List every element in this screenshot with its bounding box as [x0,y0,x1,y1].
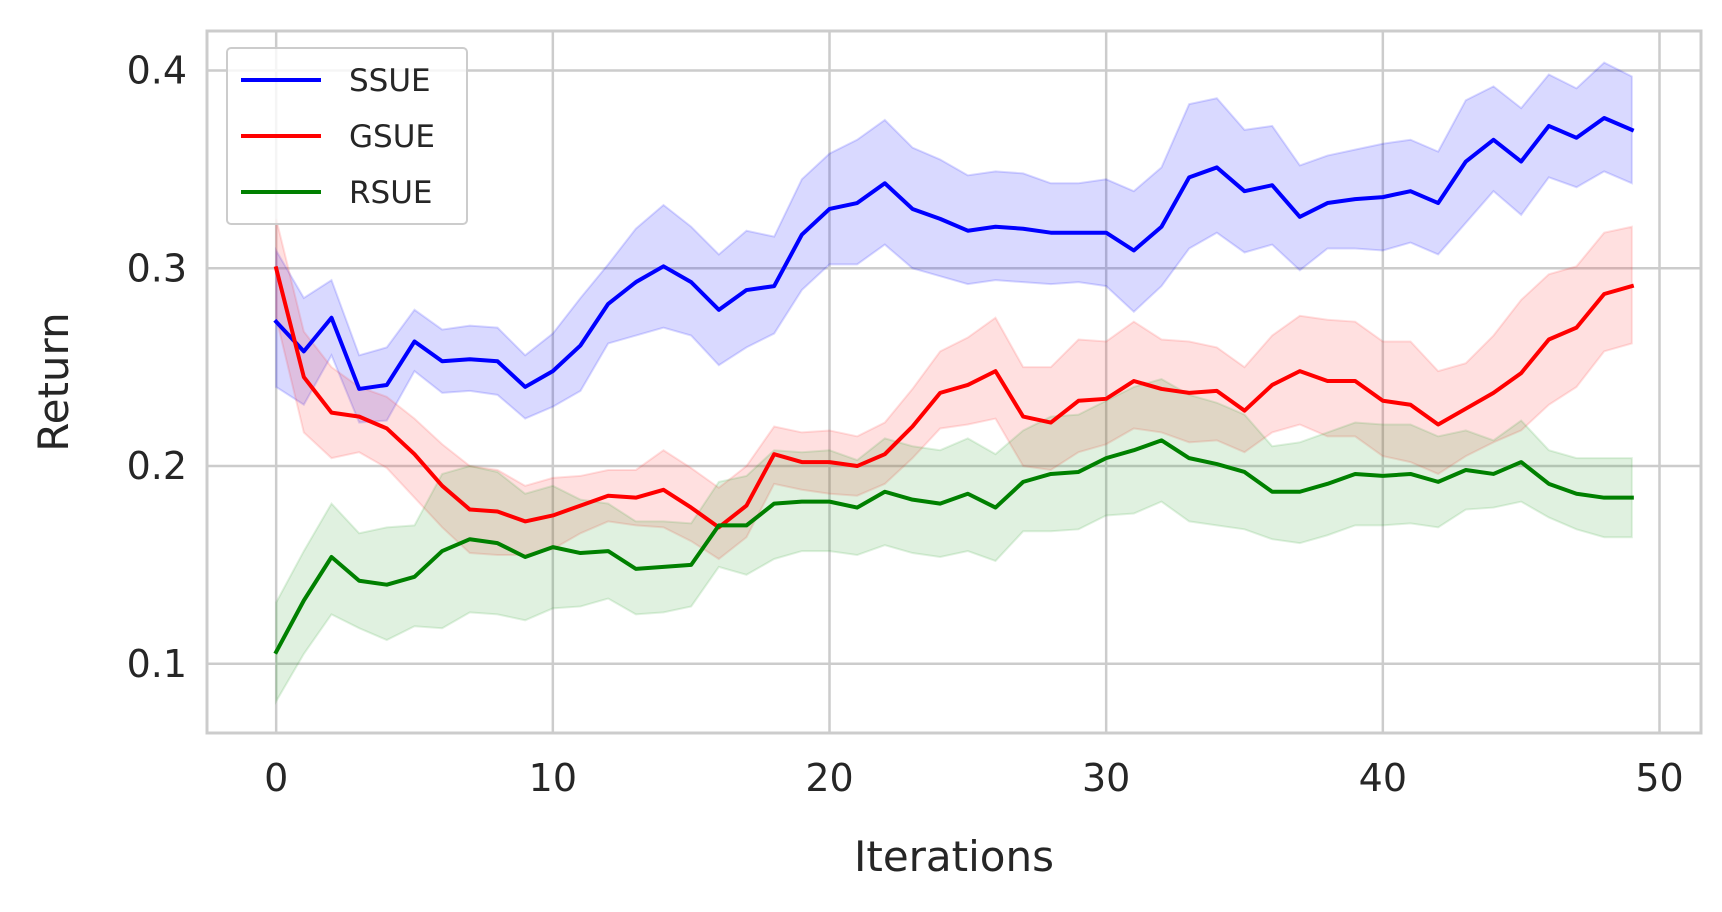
series-line-gsue [273,265,1635,530]
series-band-rsue [275,377,1633,706]
y-tick-label: 0.1 [127,642,187,686]
y-tick-label: 0.3 [127,246,187,290]
y-tick-label: 0.4 [127,49,187,93]
legend-label-gsue: GSUE [349,119,435,155]
series-line-ssue [273,116,1635,391]
x-axis-label: Iterations [854,832,1054,881]
legend-label-rsue: RSUE [349,175,433,211]
x-tick-label: 40 [1359,756,1407,800]
series-line-rsue [273,438,1634,655]
grid-lines [207,31,1701,733]
plot-frame [205,29,1703,735]
x-tick-label: 10 [529,756,577,800]
legend-label-ssue: SSUE [349,63,431,99]
y-axis-ticks: 0.1 0.2 0.3 0.4 [127,49,187,686]
y-axis-label: Return [29,312,78,451]
series-band-ssue [275,61,1633,424]
x-tick-label: 0 [264,756,288,800]
x-axis-ticks: 0 10 20 30 40 50 [264,756,1684,800]
x-tick-label: 20 [805,756,853,800]
legend: SSUE GSUE RSUE [226,47,468,225]
legend-box [226,47,468,225]
x-tick-label: 30 [1082,756,1130,800]
x-tick-label: 50 [1635,756,1683,800]
y-tick-label: 0.2 [127,444,187,488]
series-lines [273,116,1635,655]
